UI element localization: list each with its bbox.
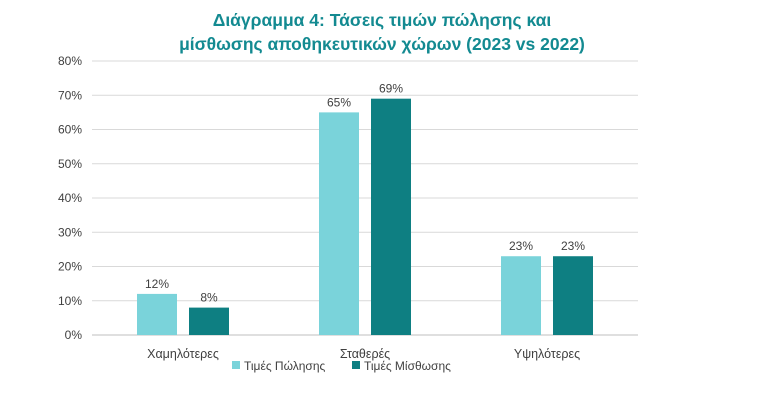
- bar-sale: [137, 293, 177, 335]
- y-tick-label: 20%: [58, 260, 82, 274]
- y-tick-label: 40%: [58, 191, 82, 205]
- bar-rent: [371, 98, 411, 335]
- gridlines: [92, 60, 638, 336]
- bar-rent: [553, 256, 593, 335]
- chart-title: Διάγραμμα 4: Τάσεις τιμών πώλησης και μί…: [0, 8, 764, 56]
- category-label: Χαμηλότερες: [147, 347, 219, 361]
- y-axis-ticks: 0% 10% 20% 30% 40% 50% 60% 70% 80%: [58, 54, 82, 342]
- chart-title-line-2: μίσθωσης αποθηκευτικών χώρων (2023 vs 20…: [179, 34, 585, 54]
- chart-title-line-1: Διάγραμμα 4: Τάσεις τιμών πώλησης και: [212, 10, 552, 30]
- category-labels: Χαμηλότερες Σταθερές Υψηλότερες: [147, 347, 580, 361]
- bars: [137, 98, 593, 335]
- legend-swatch: [352, 361, 360, 369]
- data-label: 12%: [145, 277, 169, 291]
- data-label: 65%: [327, 95, 351, 109]
- y-tick-label: 0%: [65, 328, 83, 342]
- bar-sale: [501, 256, 541, 335]
- category-label: Σταθερές: [340, 347, 390, 361]
- data-label: 23%: [509, 239, 533, 253]
- legend-label: Τιμές Πώλησης: [244, 359, 325, 373]
- data-label: 69%: [379, 82, 403, 96]
- y-tick-label: 80%: [58, 54, 82, 68]
- y-tick-label: 60%: [58, 123, 82, 137]
- data-label: 23%: [561, 239, 585, 253]
- category-label: Υψηλότερες: [514, 347, 580, 361]
- y-tick-label: 10%: [58, 294, 82, 308]
- data-labels: 12% 8% 65% 69% 23% 23%: [145, 82, 585, 305]
- y-tick-label: 50%: [58, 157, 82, 171]
- legend-swatch: [232, 361, 240, 369]
- legend: Τιμές Πώλησης Τιμές Μίσθωσης: [232, 359, 451, 373]
- data-label: 8%: [200, 291, 218, 305]
- legend-label: Τιμές Μίσθωσης: [364, 359, 451, 373]
- y-tick-label: 30%: [58, 225, 82, 239]
- y-tick-label: 70%: [58, 88, 82, 102]
- bar-sale: [319, 112, 359, 335]
- bar-rent: [189, 307, 229, 335]
